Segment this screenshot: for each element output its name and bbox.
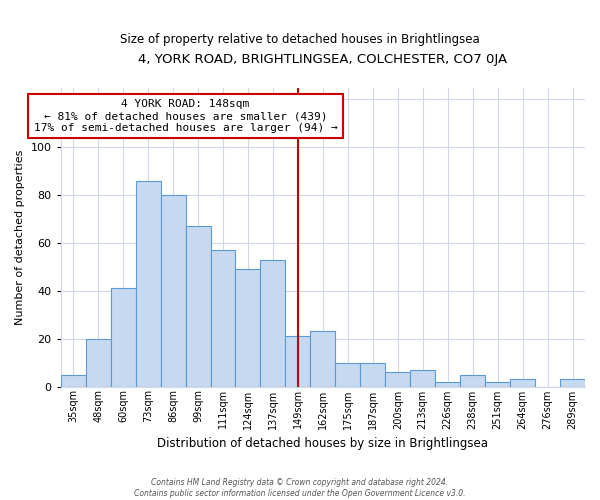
Bar: [560, 380, 585, 386]
Text: Contains HM Land Registry data © Crown copyright and database right 2024.
Contai: Contains HM Land Registry data © Crown c…: [134, 478, 466, 498]
Bar: [136, 181, 161, 386]
Bar: [61, 374, 86, 386]
Title: 4, YORK ROAD, BRIGHTLINGSEA, COLCHESTER, CO7 0JA: 4, YORK ROAD, BRIGHTLINGSEA, COLCHESTER,…: [138, 52, 508, 66]
Bar: [310, 332, 335, 386]
Text: 4 YORK ROAD: 148sqm
← 81% of detached houses are smaller (439)
17% of semi-detac: 4 YORK ROAD: 148sqm ← 81% of detached ho…: [34, 100, 337, 132]
Text: Size of property relative to detached houses in Brightlingsea: Size of property relative to detached ho…: [120, 32, 480, 46]
Bar: [485, 382, 510, 386]
Bar: [510, 380, 535, 386]
Bar: [460, 374, 485, 386]
Y-axis label: Number of detached properties: Number of detached properties: [15, 150, 25, 324]
Bar: [361, 362, 385, 386]
Bar: [110, 288, 136, 386]
Bar: [211, 250, 235, 386]
X-axis label: Distribution of detached houses by size in Brightlingsea: Distribution of detached houses by size …: [157, 437, 488, 450]
Bar: [410, 370, 435, 386]
Bar: [435, 382, 460, 386]
Bar: [235, 270, 260, 386]
Bar: [161, 195, 185, 386]
Bar: [335, 362, 361, 386]
Bar: [286, 336, 310, 386]
Bar: [260, 260, 286, 386]
Bar: [185, 226, 211, 386]
Bar: [86, 338, 110, 386]
Bar: [385, 372, 410, 386]
